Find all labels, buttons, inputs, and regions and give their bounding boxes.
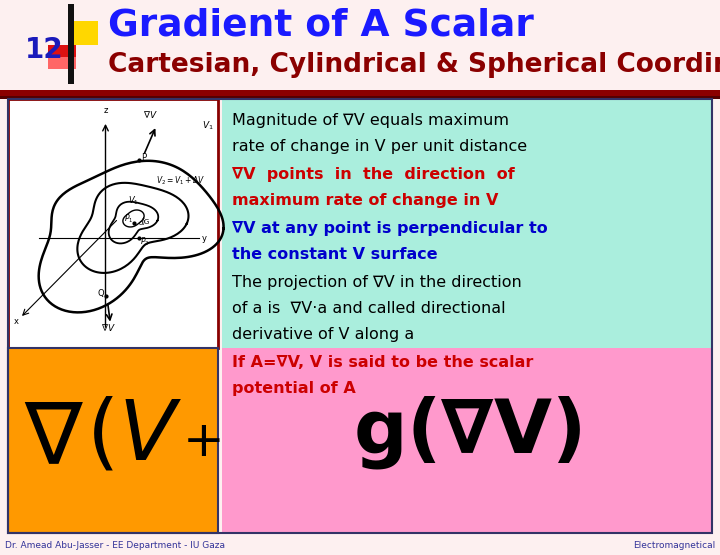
Text: Dr. Amead Abu-Jasser - EE Department - IU Gaza: Dr. Amead Abu-Jasser - EE Department - I… — [5, 541, 225, 549]
Bar — [68, 4, 74, 84]
Text: P: P — [142, 154, 147, 163]
Bar — [8, 99, 712, 533]
Text: $V_2=V_1+\Delta V$: $V_2=V_1+\Delta V$ — [156, 174, 204, 187]
Text: derivative of V along a: derivative of V along a — [232, 327, 414, 342]
Bar — [48, 57, 76, 69]
Text: $dl$: $dl$ — [138, 219, 146, 228]
Text: Q: Q — [97, 290, 104, 299]
Text: $\nabla V$: $\nabla V$ — [101, 322, 116, 334]
Text: $V_1$: $V_1$ — [128, 194, 140, 207]
Text: 12: 12 — [24, 36, 63, 63]
Text: $P_1$: $P_1$ — [124, 213, 133, 225]
Bar — [222, 348, 712, 533]
Text: maximum rate of change in V: maximum rate of change in V — [232, 193, 498, 208]
Text: of a is  ∇V·a and called directional: of a is ∇V·a and called directional — [232, 301, 505, 316]
Text: $P_2$: $P_2$ — [140, 235, 150, 248]
Bar — [0, 96, 720, 99]
Text: The projection of ∇V in the direction: The projection of ∇V in the direction — [232, 275, 522, 290]
Text: x: x — [14, 317, 19, 326]
Text: ∇V at any point is perpendicular to: ∇V at any point is perpendicular to — [232, 221, 548, 236]
Text: $\mathbf{g(\nabla V)}$: $\mathbf{g(\nabla V)}$ — [353, 394, 581, 471]
Text: $(V$: $(V$ — [86, 396, 182, 477]
Text: Electromagnetical: Electromagnetical — [633, 541, 715, 549]
Bar — [0, 0, 720, 90]
Text: $+$: $+$ — [182, 418, 220, 467]
Text: the constant V surface: the constant V surface — [232, 247, 438, 262]
Bar — [8, 348, 218, 533]
Text: ∇V  points  in  the  direction  of: ∇V points in the direction of — [232, 167, 515, 182]
Text: $\nabla$: $\nabla$ — [24, 399, 84, 482]
Text: potential of A: potential of A — [232, 381, 356, 396]
Text: Magnitude of ∇V equals maximum: Magnitude of ∇V equals maximum — [232, 113, 509, 128]
Bar — [222, 99, 712, 533]
Text: Cartesian, Cylindrical & Spherical Coordinate: Cartesian, Cylindrical & Spherical Coord… — [108, 52, 720, 78]
Text: rate of change in V per unit distance: rate of change in V per unit distance — [232, 139, 527, 154]
Text: z: z — [103, 106, 108, 115]
Text: $\nabla V$: $\nabla V$ — [143, 109, 158, 120]
Bar — [8, 99, 218, 348]
Text: Gradient of A Scalar: Gradient of A Scalar — [108, 7, 534, 43]
Text: y: y — [202, 234, 207, 243]
Bar — [0, 90, 720, 96]
Text: If A=∇V, V is said to be the scalar: If A=∇V, V is said to be the scalar — [232, 355, 534, 370]
Text: $V_1$: $V_1$ — [202, 120, 213, 133]
Text: G: G — [143, 219, 149, 225]
Bar — [48, 45, 76, 69]
Bar — [74, 21, 98, 45]
